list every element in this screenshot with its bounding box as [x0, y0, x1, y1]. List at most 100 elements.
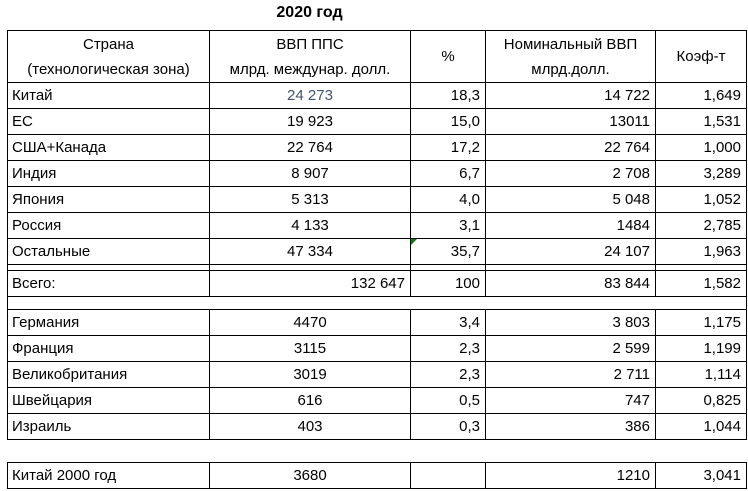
coef-cell[interactable]: 1,175 [655, 309, 747, 336]
table-row-israel: Израиль 403 0,3 386 1,044 [7, 413, 747, 440]
coef-cell[interactable]: 3,289 [655, 160, 747, 187]
spacer-row-unbordered [7, 296, 747, 310]
gdp-nominal-cell[interactable]: 5 048 [485, 186, 656, 213]
percent-cell[interactable]: 3,4 [410, 309, 486, 336]
country-cell[interactable]: Великобритания [7, 361, 210, 388]
gdp-table: Страна (технологическая зона) ВВП ППС мл… [7, 30, 747, 489]
gdp-nominal-cell[interactable]: 22 764 [485, 134, 656, 161]
country-cell[interactable]: Германия [7, 309, 210, 336]
coef-cell[interactable]: 1,582 [655, 270, 747, 297]
gdp-nominal-cell[interactable]: 747 [485, 387, 656, 414]
country-cell[interactable]: Израиль [7, 413, 210, 440]
gdp-ppp-cell[interactable]: 5 313 [209, 186, 411, 213]
gdp-ppp-cell[interactable]: 47 334 [209, 238, 411, 265]
gdp-ppp-cell[interactable]: 403 [209, 413, 411, 440]
gdp-nominal-cell[interactable]: 2 599 [485, 335, 656, 362]
gdp-ppp-cell[interactable]: 132 647 [209, 270, 411, 297]
percent-cell[interactable]: 2,3 [410, 335, 486, 362]
gdp-nominal-cell[interactable]: 386 [485, 413, 656, 440]
percent-cell[interactable]: 100 [410, 270, 486, 297]
country-cell[interactable]: Франция [7, 335, 210, 362]
spacer-cell [486, 440, 656, 463]
spacer-cell [411, 440, 486, 463]
spacer-cell [210, 440, 411, 463]
country-cell[interactable]: Китай [7, 82, 210, 109]
gdp-nominal-cell[interactable]: 1210 [485, 462, 656, 489]
gdp-nominal-cell[interactable]: 3 803 [485, 309, 656, 336]
country-cell[interactable]: Китай 2000 год [7, 462, 210, 489]
coef-cell[interactable]: 0,825 [655, 387, 747, 414]
gdp-nominal-cell[interactable]: 24 107 [485, 238, 656, 265]
percent-cell[interactable]: 15,0 [410, 108, 486, 135]
gdp-ppp-cell[interactable]: 8 907 [209, 160, 411, 187]
coef-cell[interactable]: 1,114 [655, 361, 747, 388]
error-flag-icon [411, 239, 417, 245]
spacer-cell [7, 296, 210, 310]
header-gdp-nominal[interactable]: Номинальный ВВП млрд.долл. [485, 30, 656, 83]
spacer-row-blank [8, 440, 747, 463]
header-coef[interactable]: Коэф-т [655, 30, 747, 83]
percent-cell[interactable]: 18,3 [410, 82, 486, 109]
country-cell[interactable]: Швейцария [7, 387, 210, 414]
gdp-nominal-cell[interactable]: 1484 [485, 212, 656, 239]
gdp-ppp-cell[interactable]: 3019 [209, 361, 411, 388]
header-gdp-ppp[interactable]: ВВП ППС млрд. междунар. долл. [209, 30, 411, 83]
percent-cell[interactable]: 3,1 [410, 212, 486, 239]
gdp-nominal-cell[interactable]: 14 722 [485, 82, 656, 109]
coef-cell[interactable]: 1,044 [655, 413, 747, 440]
table-row-total: Всего: 132 647 100 83 844 1,582 [7, 270, 747, 297]
country-cell[interactable]: США+Канада [7, 134, 210, 161]
gdp-ppp-cell[interactable]: 4470 [209, 309, 411, 336]
coef-cell[interactable]: 1,531 [655, 108, 747, 135]
percent-cell[interactable]: 0,3 [410, 413, 486, 440]
spacer-cell [655, 296, 747, 310]
coef-cell[interactable]: 1,199 [655, 335, 747, 362]
gdp-ppp-cell[interactable]: 19 923 [209, 108, 411, 135]
percent-cell[interactable]: 2,3 [410, 361, 486, 388]
spacer-cell [486, 297, 656, 310]
percent-cell[interactable]: 0,5 [410, 387, 486, 414]
table-row-japan: Япония 5 313 4,0 5 048 1,052 [7, 186, 747, 213]
coef-cell[interactable]: 2,785 [655, 212, 747, 239]
country-cell[interactable]: ЕС [7, 108, 210, 135]
gdp-ppp-cell[interactable]: 3680 [209, 462, 411, 489]
table-row-uk: Великобритания 3019 2,3 2 711 1,114 [7, 361, 747, 388]
header-country-line1: Страна [82, 35, 134, 53]
percent-cell[interactable]: 35,7 [410, 238, 486, 265]
coef-cell[interactable]: 1,649 [655, 82, 747, 109]
table-row-india: Индия 8 907 6,7 2 708 3,289 [7, 160, 747, 187]
percent-cell[interactable] [410, 462, 486, 489]
percent-value: 35,7 [450, 243, 480, 260]
percent-cell[interactable]: 6,7 [410, 160, 486, 187]
gdp-ppp-cell[interactable]: 24 273 [209, 82, 411, 109]
header-percent[interactable]: % [410, 30, 486, 83]
gdp-ppp-cell[interactable]: 3115 [209, 335, 411, 362]
table-row-france: Франция 3115 2,3 2 599 1,199 [7, 335, 747, 362]
percent-cell[interactable]: 4,0 [410, 186, 486, 213]
country-cell[interactable]: Индия [7, 160, 210, 187]
header-gdp-ppp-line2: млрд. междунар. долл. [229, 60, 391, 78]
country-cell[interactable]: Россия [7, 212, 210, 239]
country-cell[interactable]: Остальные [7, 238, 210, 265]
gdp-ppp-cell[interactable]: 22 764 [209, 134, 411, 161]
gdp-nominal-cell[interactable]: 83 844 [485, 270, 656, 297]
header-gdp-ppp-line1: ВВП ППС [276, 35, 344, 53]
gdp-nominal-cell[interactable]: 2 708 [485, 160, 656, 187]
table-row-usa-canada: США+Канада 22 764 17,2 22 764 1,000 [7, 134, 747, 161]
header-country[interactable]: Страна (технологическая зона) [7, 30, 210, 83]
gdp-ppp-cell[interactable]: 4 133 [209, 212, 411, 239]
percent-cell[interactable]: 17,2 [410, 134, 486, 161]
coef-cell[interactable]: 3,041 [655, 462, 747, 489]
table-row-switzerland: Швейцария 616 0,5 747 0,825 [7, 387, 747, 414]
gdp-nominal-cell[interactable]: 13011 [485, 108, 656, 135]
header-row: Страна (технологическая зона) ВВП ППС мл… [7, 30, 747, 83]
coef-cell[interactable]: 1,000 [655, 134, 747, 161]
spacer-cell [210, 297, 411, 310]
coef-cell[interactable]: 1,052 [655, 186, 747, 213]
table-title: 2020 год [276, 4, 343, 21]
gdp-nominal-cell[interactable]: 2 711 [485, 361, 656, 388]
gdp-ppp-cell[interactable]: 616 [209, 387, 411, 414]
country-cell[interactable]: Япония [7, 186, 210, 213]
coef-cell[interactable]: 1,963 [655, 238, 747, 265]
total-label-cell[interactable]: Всего: [7, 270, 210, 297]
